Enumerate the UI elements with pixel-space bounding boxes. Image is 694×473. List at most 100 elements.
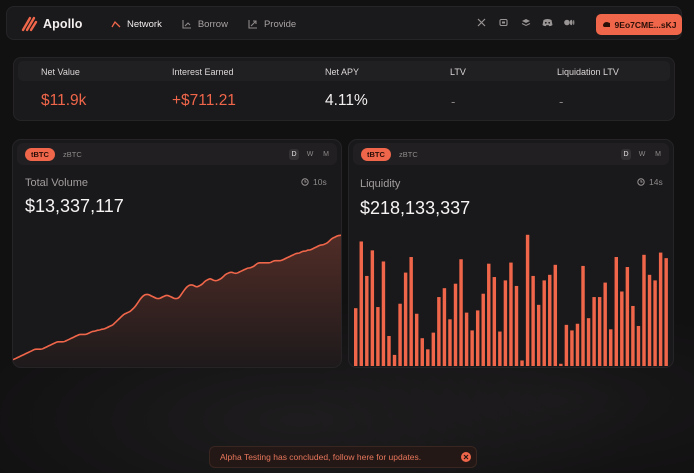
liquidity-bar: [498, 331, 502, 366]
liquidity-bar: [597, 297, 602, 366]
liquidity-bar: [503, 280, 508, 366]
liquidity-bar: [475, 310, 480, 366]
period-selector: D W M: [289, 149, 331, 160]
provide-icon: [248, 20, 257, 29]
liquidity-bar: [481, 293, 485, 366]
portfolio-stats: Net Value $11.9k Interest Earned +$711.2…: [13, 57, 675, 121]
period-day[interactable]: D: [289, 149, 299, 160]
liquidity-bar: [581, 265, 585, 366]
total-volume-chart: [13, 234, 341, 367]
period-week[interactable]: W: [638, 151, 646, 158]
liquidity-bar: [492, 277, 497, 366]
stat-value-net-value: $11.9k: [41, 92, 87, 109]
docs-icon[interactable]: [520, 17, 531, 28]
token-chip-zbtc[interactable]: zBTC: [399, 150, 418, 159]
period-selector: D W M: [621, 149, 663, 160]
liquidity-bar: [387, 335, 391, 366]
nav-network-label: Network: [127, 18, 162, 30]
liquidity-bar: [514, 285, 519, 366]
gitbook-icon[interactable]: [498, 17, 509, 28]
liquidity-bar: [586, 318, 591, 366]
liquidity-bar: [431, 332, 436, 366]
stats-header: [18, 61, 670, 81]
liquidity-refresh-timer: 14s: [637, 177, 663, 187]
liquidity-bar: [536, 304, 541, 366]
liquidity-bar: [664, 258, 668, 366]
liquidity-bar: [614, 257, 618, 366]
liquidity-bar: [620, 291, 624, 366]
liquidity-bar: [464, 312, 469, 366]
liquidity-bar: [487, 263, 491, 366]
volume-title: Total Volume: [25, 177, 88, 189]
stat-value-ltv: -: [451, 94, 456, 109]
liquidity-bar: [653, 280, 657, 366]
liquidity-refresh-label: 14s: [649, 177, 663, 187]
timer-icon: [637, 178, 645, 186]
brand[interactable]: Apollo: [21, 15, 82, 32]
liquidity-bar: [636, 325, 641, 366]
discord-icon[interactable]: [542, 17, 553, 28]
liquidity-bar: [564, 324, 569, 366]
liquidity-bar: [426, 349, 430, 366]
alpha-notice-toast[interactable]: Alpha Testing has concluded, follow here…: [209, 446, 477, 468]
wallet-button[interactable]: 9Eo7CME...sKJ: [596, 14, 682, 35]
social-links: [476, 17, 575, 28]
liquidity-bar: [442, 288, 447, 366]
liquidity-bar: [354, 308, 358, 366]
liquidity-bar: [603, 282, 607, 366]
liquidity-bar: [381, 261, 386, 366]
liquidity-bar: [647, 274, 652, 366]
liquidity-bar: [420, 338, 424, 366]
liquidity-bar: [658, 252, 663, 366]
period-month[interactable]: M: [323, 151, 329, 158]
liquidity-bar: [403, 272, 408, 366]
nav-network[interactable]: Network: [103, 13, 170, 35]
liquidity-bar: [531, 275, 535, 366]
close-icon[interactable]: [461, 452, 471, 462]
liquidity-bar: [459, 259, 463, 366]
volume-line: [13, 234, 341, 361]
volume-card-header: tBTC zBTC D W M: [17, 143, 337, 165]
wallet-address: 9Eo7CME...sKJ: [614, 19, 677, 30]
wallet-icon: [602, 22, 610, 27]
liquidity-bar: [575, 323, 580, 366]
period-week[interactable]: W: [306, 151, 314, 158]
liquidity-card-header: tBTC zBTC D W M: [353, 143, 669, 165]
period-day[interactable]: D: [621, 149, 631, 160]
total-volume-card: tBTC zBTC D W M Total Volume $13,337,117…: [12, 139, 342, 368]
liquidity-bar: [376, 307, 380, 366]
token-chip-tbtc[interactable]: tBTC: [25, 148, 55, 161]
nav-provide[interactable]: Provide: [240, 13, 304, 35]
liquidity-bar: [453, 283, 458, 366]
timer-icon: [301, 178, 309, 186]
period-month[interactable]: M: [655, 151, 661, 158]
liquidity-bar: [570, 330, 574, 366]
token-chip-zbtc[interactable]: zBTC: [63, 150, 82, 159]
liquidity-bar: [542, 280, 546, 366]
nav-borrow[interactable]: Borrow: [174, 13, 236, 35]
top-navbar: Apollo Network Borrow Provide: [6, 6, 682, 40]
liquidity-bar: [359, 241, 363, 366]
liquidity-title: Liquidity: [360, 178, 401, 190]
stat-value-interest-earned: +$711.21: [172, 92, 236, 109]
liquidity-bar: [553, 264, 558, 366]
stat-value-liquidation-ltv: -: [559, 94, 564, 109]
liquidity-bar: [625, 267, 630, 366]
volume-value: $13,337,117: [25, 196, 124, 216]
liquidity-bar: [592, 297, 596, 366]
liquidity-bar: [609, 329, 613, 366]
liquidity-bar: [392, 354, 397, 366]
apollo-logo-icon: [21, 16, 38, 32]
x-icon[interactable]: [476, 17, 487, 28]
stat-label-ltv: LTV: [450, 67, 466, 77]
token-chip-tbtc[interactable]: tBTC: [361, 148, 391, 161]
liquidity-bar: [470, 330, 474, 366]
liquidity-bar: [548, 274, 552, 366]
toast-message: Alpha Testing has concluded, follow here…: [220, 452, 422, 462]
liquidity-value: $218,133,337: [360, 198, 471, 218]
stat-label-net-apy: Net APY: [325, 67, 360, 77]
liquidity-chart: [354, 234, 668, 366]
liquidity-bar: [437, 297, 441, 366]
volume-refresh-label: 10s: [313, 177, 327, 187]
medium-icon[interactable]: [564, 17, 575, 28]
